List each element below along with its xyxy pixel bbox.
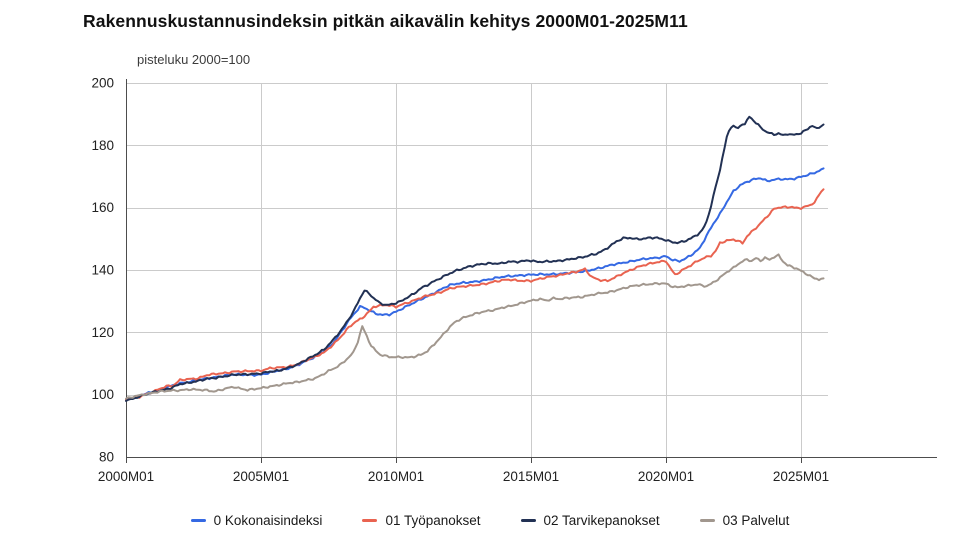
x-tick-label: 2015M01 xyxy=(503,469,559,484)
chart-title: Rakennuskustannusindeksin pitkän aikaväl… xyxy=(83,11,688,31)
legend-dash-icon xyxy=(520,519,536,522)
y-tick-label: 120 xyxy=(91,325,114,340)
x-tick-label: 2000M01 xyxy=(98,469,154,484)
y-tick-label: 200 xyxy=(91,76,114,91)
legend-item-3[interactable]: 03 Palvelut xyxy=(699,513,790,528)
y-tick-label: 80 xyxy=(99,450,114,465)
legend-dash-icon xyxy=(362,519,378,522)
x-tick-label: 2010M01 xyxy=(368,469,424,484)
legend-label: 03 Palvelut xyxy=(722,513,790,528)
x-tick-label: 2020M01 xyxy=(638,469,694,484)
legend: 0 Kokonaisindeksi 01 Työpanokset 02 Tarvik… xyxy=(0,513,980,528)
legend-dash-icon xyxy=(190,519,206,522)
y-tick-label: 100 xyxy=(91,387,114,402)
legend-label: 01 Työpanokset xyxy=(385,513,481,528)
plot-svg: 2000M01 2005M01 2010M01 2015M01 2020M01 2025M… xyxy=(91,76,937,484)
x-tick-label: 2005M01 xyxy=(233,469,289,484)
chart-subtitle: pisteluku 2000=100 xyxy=(137,52,251,67)
series-line-2 xyxy=(125,115,825,402)
legend-label: 0 Kokonaisindeksi xyxy=(213,513,323,528)
series-line-0 xyxy=(125,167,825,401)
legend-item-0[interactable]: 0 Kokonaisindeksi xyxy=(190,513,323,528)
y-tick-label: 160 xyxy=(91,200,114,215)
y-tick-label: 180 xyxy=(91,138,114,153)
legend-item-1[interactable]: 01 Työpanokset xyxy=(362,513,481,528)
legend-item-2[interactable]: 02 Tarvikepanokset xyxy=(520,513,660,528)
series-line-1 xyxy=(125,188,825,401)
x-tick-label: 2025M01 xyxy=(773,469,829,484)
y-tick-label: 140 xyxy=(91,263,114,278)
series-line-3 xyxy=(125,253,825,400)
legend-label: 02 Tarvikepanokset xyxy=(543,513,660,528)
legend-dash-icon xyxy=(699,519,715,522)
